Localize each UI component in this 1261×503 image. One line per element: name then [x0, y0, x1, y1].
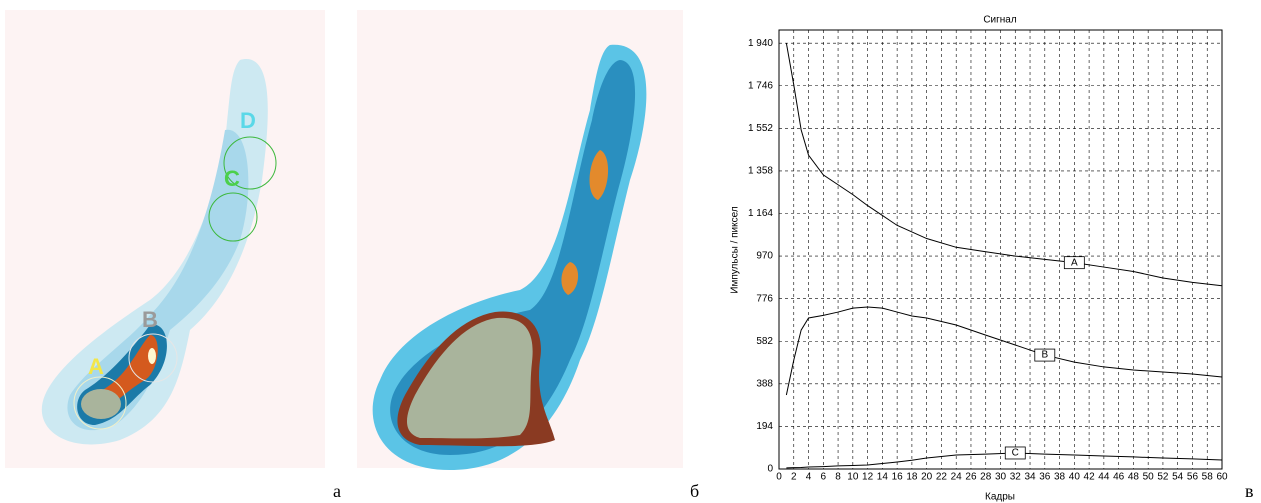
series-label-box	[1004, 446, 1026, 460]
x-tick-label: 38	[1054, 472, 1066, 483]
y-tick-label: 1 358	[748, 166, 773, 177]
x-tick-label: 54	[1172, 472, 1184, 483]
x-tick-label: 32	[1010, 472, 1022, 483]
x-tick-label: 14	[877, 472, 889, 483]
x-tick-label: 58	[1202, 472, 1214, 483]
y-tick-label: 970	[756, 251, 773, 262]
x-tick-label: 26	[965, 472, 977, 483]
region-label: C	[224, 166, 240, 191]
x-tick-label: 46	[1113, 472, 1125, 483]
y-tick-label: 1 940	[748, 38, 773, 49]
x-tick-label: 60	[1216, 472, 1228, 483]
x-tick-label: 2	[791, 472, 797, 483]
x-tick-label: 36	[1039, 472, 1051, 483]
x-tick-label: 4	[806, 472, 812, 483]
x-tick-label: 52	[1157, 472, 1169, 483]
x-tick-label: 20	[921, 472, 933, 483]
y-tick-label: 582	[756, 336, 773, 347]
x-tick-label: 12	[862, 472, 874, 483]
series-label: A	[1071, 257, 1078, 268]
x-tick-label: 44	[1098, 472, 1110, 483]
x-tick-label: 0	[776, 472, 782, 483]
y-tick-label: 388	[756, 378, 773, 389]
y-tick-label: 1 746	[748, 80, 773, 91]
panel-label: б	[690, 481, 699, 501]
y-tick-label: 1 552	[748, 123, 773, 134]
x-tick-label: 6	[821, 472, 827, 483]
x-tick-label: 30	[995, 472, 1007, 483]
region-label: B	[142, 307, 158, 332]
region-label: D	[240, 108, 256, 133]
x-tick-label: 56	[1187, 472, 1199, 483]
series-label-box	[1034, 348, 1056, 362]
x-tick-label: 28	[980, 472, 992, 483]
y-axis-label: Импульсы / пиксел	[730, 206, 741, 294]
panel-label: а	[333, 481, 341, 501]
x-tick-label: 8	[835, 472, 841, 483]
x-tick-label: 10	[847, 472, 859, 483]
x-tick-label: 48	[1128, 472, 1140, 483]
series-line	[785, 306, 1223, 396]
series-line	[785, 43, 1223, 287]
series-label: B	[1041, 350, 1048, 361]
x-tick-label: 18	[906, 472, 918, 483]
y-tick-label: 1 164	[748, 208, 773, 219]
x-tick-label: 42	[1084, 472, 1096, 483]
image-b	[357, 10, 683, 470]
x-tick-label: 40	[1069, 472, 1081, 483]
x-tick-label: 22	[936, 472, 948, 483]
x-tick-label: 16	[892, 472, 904, 483]
x-tick-label: 34	[1024, 472, 1036, 483]
panel-label: в	[1245, 481, 1254, 501]
chart-title: Сигнал	[983, 15, 1017, 26]
series-line	[786, 452, 1223, 469]
y-tick-label: 776	[756, 293, 773, 304]
y-tick-label: 194	[756, 421, 773, 432]
y-tick-label: 0	[767, 464, 773, 475]
x-axis-label: Кадры	[985, 492, 1015, 503]
region-label: A	[88, 354, 104, 379]
image-a: A B C D	[5, 10, 325, 468]
series-label-box	[1063, 256, 1085, 270]
series-label: C	[1012, 448, 1019, 459]
x-tick-label: 24	[951, 472, 963, 483]
x-tick-label: 50	[1143, 472, 1155, 483]
